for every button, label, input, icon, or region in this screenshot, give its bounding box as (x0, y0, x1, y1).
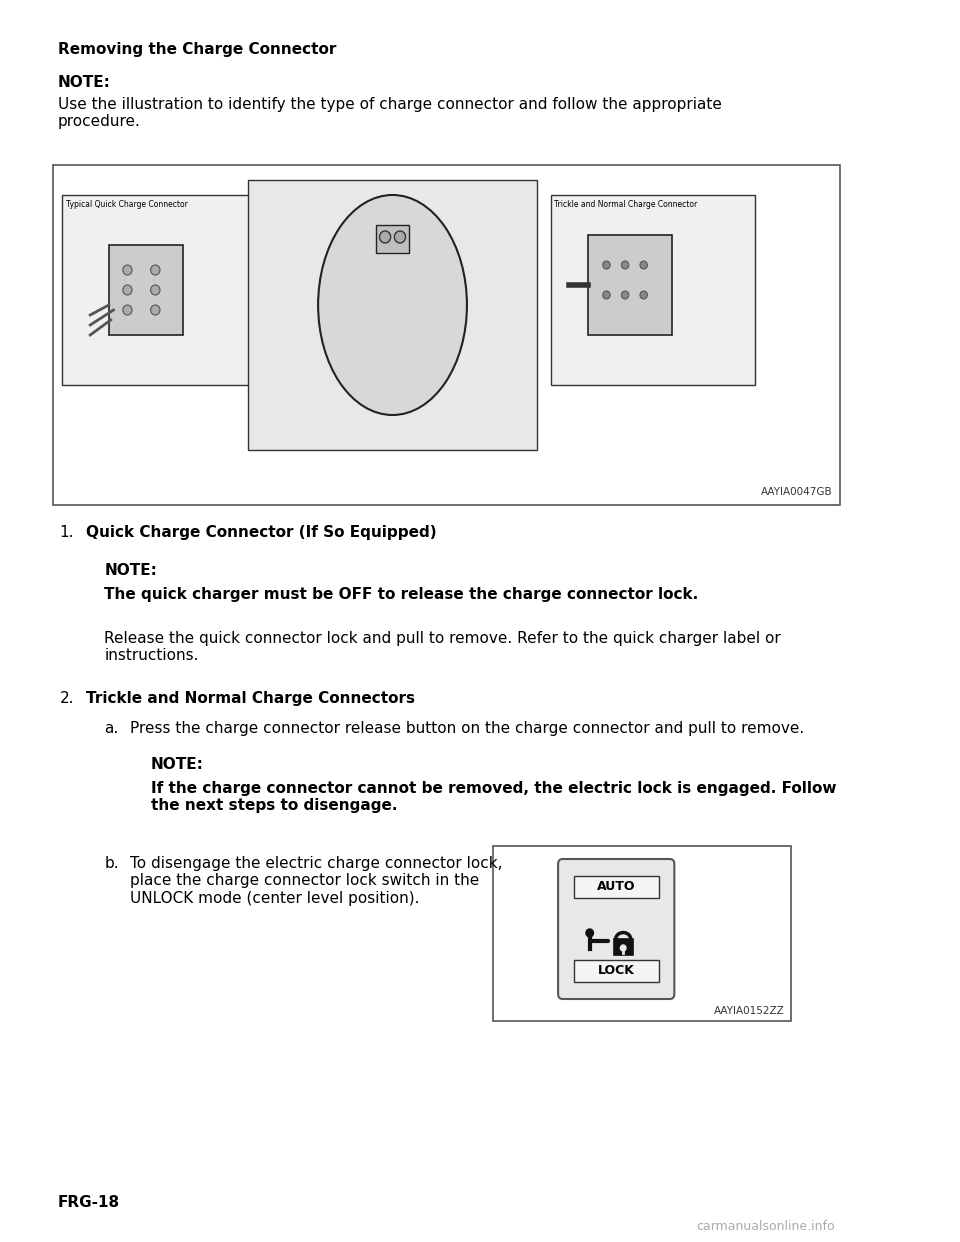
Circle shape (621, 261, 629, 270)
Text: FRG-18: FRG-18 (58, 1195, 120, 1210)
Text: Trickle and Normal Charge Connector: Trickle and Normal Charge Connector (554, 200, 698, 209)
Circle shape (151, 284, 160, 296)
Text: 2.: 2. (60, 691, 74, 705)
Text: The quick charger must be OFF to release the charge connector lock.: The quick charger must be OFF to release… (105, 587, 699, 602)
Bar (249, 180, 537, 450)
Bar (62, 195, 267, 385)
Circle shape (123, 284, 132, 296)
Text: Trickle and Normal Charge Connectors: Trickle and Normal Charge Connectors (85, 691, 415, 705)
Circle shape (640, 261, 647, 270)
Circle shape (640, 291, 647, 299)
Circle shape (123, 265, 132, 274)
Circle shape (621, 291, 629, 299)
Text: To disengage the electric charge connector lock,
place the charge connector lock: To disengage the electric charge connect… (131, 856, 503, 905)
Text: carmanualsonline.info: carmanualsonline.info (697, 1220, 835, 1233)
Circle shape (586, 929, 593, 936)
Text: AAYIA0152ZZ: AAYIA0152ZZ (714, 1006, 785, 1016)
Text: AAYIA0047GB: AAYIA0047GB (761, 487, 832, 497)
Bar (613, 939, 633, 955)
Text: NOTE:: NOTE: (151, 758, 204, 773)
Text: a.: a. (105, 722, 118, 737)
Text: If the charge connector cannot be removed, the electric lock is engaged. Follow
: If the charge connector cannot be remove… (151, 781, 836, 814)
Text: NOTE:: NOTE: (58, 75, 110, 89)
Text: LOCK: LOCK (598, 965, 635, 977)
Text: Release the quick connector lock and pull to remove. Refer to the quick charger : Release the quick connector lock and pul… (105, 631, 780, 663)
Circle shape (151, 265, 160, 274)
Circle shape (123, 306, 132, 315)
Text: NOTE:: NOTE: (105, 563, 157, 578)
Text: Press the charge connector release button on the charge connector and pull to re: Press the charge connector release butto… (131, 722, 804, 737)
Circle shape (151, 306, 160, 315)
Text: Quick Charge Connector (If So Equipped): Quick Charge Connector (If So Equipped) (85, 525, 436, 540)
Bar (53, 165, 840, 505)
Circle shape (603, 261, 611, 270)
Text: b.: b. (105, 856, 119, 871)
Bar (108, 245, 183, 335)
Bar (493, 846, 791, 1021)
Circle shape (395, 231, 405, 243)
Bar (574, 876, 659, 898)
Circle shape (620, 945, 626, 951)
FancyBboxPatch shape (558, 859, 674, 999)
Text: Use the illustration to identify the type of charge connector and follow the app: Use the illustration to identify the typ… (58, 97, 722, 129)
Text: Typical Quick Charge Connector: Typical Quick Charge Connector (66, 200, 188, 209)
Text: Removing the Charge Connector: Removing the Charge Connector (58, 42, 336, 57)
Circle shape (379, 231, 391, 243)
Text: 1.: 1. (60, 525, 74, 540)
Text: AUTO: AUTO (597, 881, 636, 893)
Bar (574, 960, 659, 982)
Bar (375, 225, 409, 253)
Circle shape (603, 291, 611, 299)
Ellipse shape (318, 195, 467, 415)
Bar (551, 195, 756, 385)
Bar (588, 235, 672, 335)
